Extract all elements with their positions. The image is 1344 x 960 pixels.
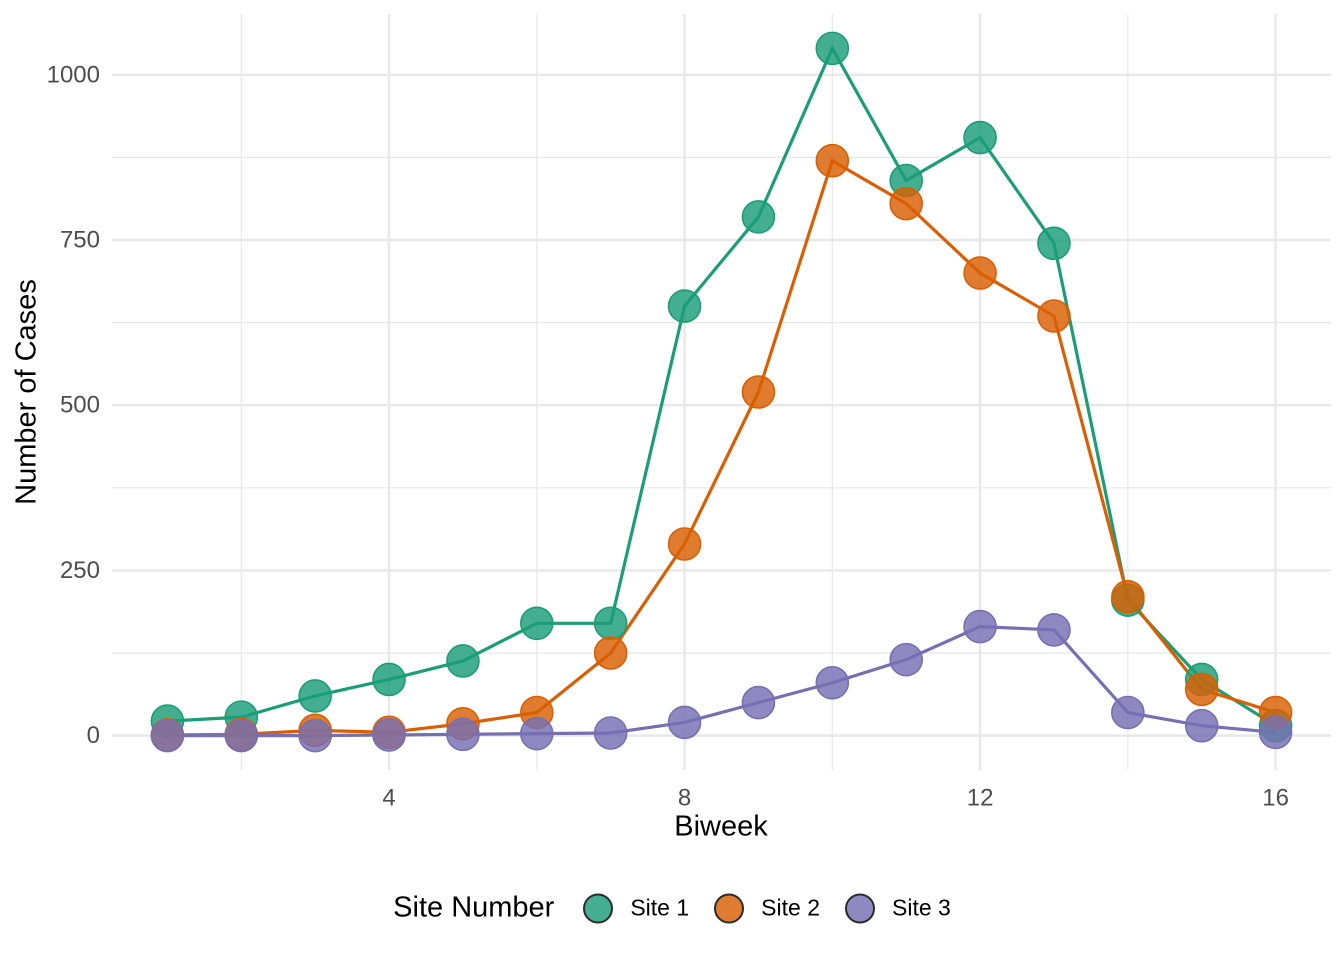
data-point-site-2	[963, 256, 997, 290]
data-point-site-1	[667, 289, 702, 323]
legend-key-circle	[714, 893, 745, 923]
legend-key-site-3-icon	[845, 893, 875, 923]
data-point-site-3	[150, 718, 185, 753]
data-point-site-2	[593, 636, 628, 670]
series-line-site-1	[167, 44, 1277, 728]
data-point-site-3	[963, 609, 997, 644]
legend-label-site-2: Site 2	[761, 894, 820, 921]
data-point-site-2	[741, 375, 776, 409]
data-point-site-2	[889, 186, 923, 221]
legend-label-site-3: Site 3	[892, 894, 951, 921]
data-point-site-1	[593, 606, 628, 641]
data-point-site-1	[298, 679, 332, 713]
legend: Site Number Site 1 Site 2 Site 3	[0, 892, 1344, 925]
data-point-site-2	[667, 527, 702, 561]
legend-item-site-2: Site 2	[713, 892, 820, 924]
legend-key-site-2-icon	[714, 893, 745, 923]
x-axis-title: Biweek	[674, 810, 768, 843]
data-point-site-3	[1258, 715, 1293, 750]
data-point-site-2	[1037, 299, 1071, 333]
legend-key-site-1-icon	[583, 893, 614, 923]
series-line-site-2	[167, 158, 1277, 737]
y-tick-label: 500	[60, 392, 100, 419]
data-point-site-2	[1111, 580, 1145, 614]
x-tick-label: 8	[678, 785, 691, 812]
data-point-site-3	[520, 716, 554, 751]
legend-item-site-1: Site 1	[582, 892, 689, 924]
data-point-site-1	[963, 120, 997, 155]
legend-key-circle	[845, 893, 875, 923]
data-point-site-2	[1184, 672, 1219, 707]
data-point-site-3	[741, 685, 776, 720]
data-point-site-3	[298, 718, 332, 753]
data-point-site-1	[815, 31, 850, 66]
series-line-site-3	[167, 624, 1276, 738]
data-point-site-1	[520, 606, 554, 641]
data-point-site-3	[593, 716, 628, 750]
data-point-site-1	[446, 644, 480, 678]
data-point-site-3	[372, 718, 406, 752]
legend-item-site-3: Site 3	[844, 892, 951, 924]
legend-key-circle	[583, 893, 614, 923]
data-point-site-1	[741, 200, 776, 234]
y-tick-label: 1000	[47, 61, 100, 88]
data-point-site-3	[446, 717, 480, 752]
data-point-site-3	[815, 665, 850, 700]
x-tick-label: 12	[967, 785, 994, 812]
x-tick-label: 16	[1262, 785, 1289, 812]
data-point-site-1	[1037, 226, 1071, 261]
y-tick-label: 750	[60, 227, 100, 254]
data-point-site-3	[1184, 708, 1219, 743]
x-tick-label: 4	[382, 785, 395, 812]
y-tick-label: 250	[60, 557, 100, 584]
y-axis-title: Number of Cases	[10, 279, 43, 505]
data-point-site-3	[889, 642, 923, 677]
data-point-site-1	[372, 662, 406, 697]
data-point-site-3	[224, 718, 259, 753]
data-point-site-3	[1037, 613, 1071, 647]
y-tick-label: 0	[87, 722, 100, 749]
data-point-site-2	[815, 143, 850, 178]
data-point-site-3	[667, 705, 702, 740]
data-point-site-3	[1111, 695, 1145, 730]
legend-title: Site Number	[393, 891, 555, 924]
legend-label-site-1: Site 1	[630, 894, 690, 921]
